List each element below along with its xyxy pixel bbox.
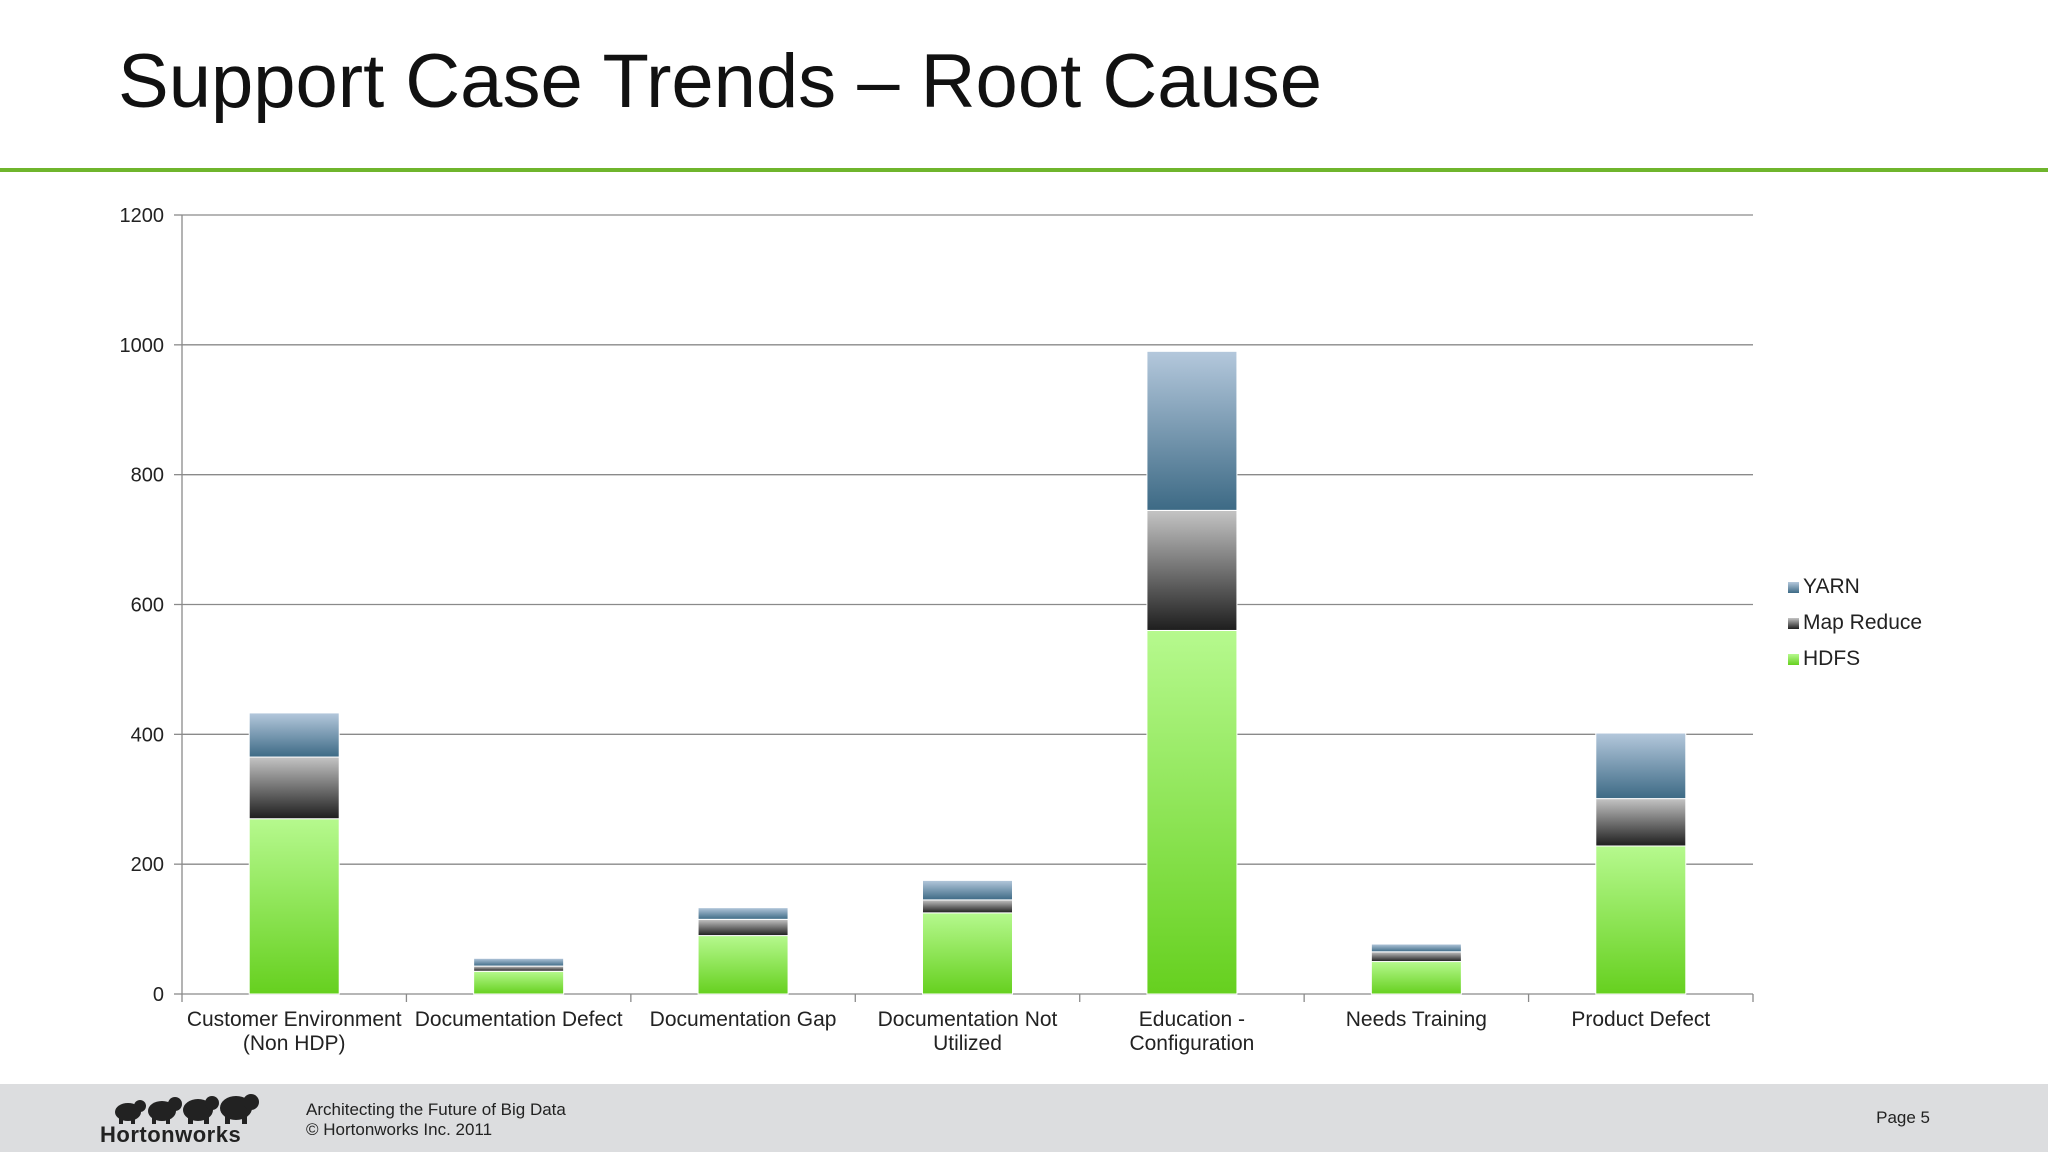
bar-yarn <box>922 879 1013 901</box>
bar-map-reduce <box>248 756 340 820</box>
legend-swatch-yarn <box>1788 582 1799 593</box>
bar-hdfs <box>922 912 1013 995</box>
bar-map-reduce <box>1370 951 1462 963</box>
y-tick-label: 800 <box>131 465 164 487</box>
bar-map-reduce <box>473 965 565 972</box>
bar-hdfs <box>697 935 789 995</box>
x-tick-label: Education -Configuration <box>1129 1008 1254 1055</box>
axis-labels: 0 200 400 600 800 1000 1200 Customer Environmen… <box>120 205 1711 1055</box>
bar-yarn <box>1146 350 1238 511</box>
footer: Hortonworks Architecting the Future of B… <box>0 1084 2048 1152</box>
bars <box>248 350 1687 995</box>
legend-swatch-map-reduce <box>1788 618 1799 629</box>
legend-label-map-reduce: Map Reduce <box>1803 611 1922 634</box>
slide-title: Support Case Trends – Root Cause <box>118 39 1323 124</box>
bar-yarn <box>697 907 789 920</box>
x-tick-label: Product Defect <box>1571 1008 1710 1031</box>
bar-map-reduce <box>1595 798 1687 847</box>
bar-hdfs <box>1146 629 1238 995</box>
y-tick-label: 0 <box>153 984 164 1006</box>
x-tick-label: Documentation Defect <box>415 1008 623 1031</box>
x-tick-label: Customer Environment (Non HDP) <box>187 1008 402 1055</box>
title-rule <box>0 168 2048 172</box>
bar-map-reduce <box>1146 509 1238 631</box>
legend: YARN Map Reduce HDFS <box>1788 575 1922 670</box>
y-tick-label: 200 <box>131 854 164 876</box>
bar-hdfs <box>473 970 565 995</box>
bar-hdfs <box>1370 961 1462 995</box>
elephants-icon <box>115 1094 259 1124</box>
bar-yarn <box>1370 943 1462 953</box>
bar-hdfs <box>248 818 340 995</box>
bar-yarn <box>1595 732 1687 800</box>
logo-text: Hortonworks <box>100 1122 242 1147</box>
x-tick-label: Documentation Not Utilized <box>878 1008 1058 1055</box>
bar-yarn <box>248 712 340 758</box>
bar-map-reduce <box>922 899 1013 914</box>
bar-yarn <box>473 957 565 967</box>
x-tick-label: Needs Training <box>1346 1008 1487 1031</box>
y-tick-label: 1000 <box>120 335 165 357</box>
y-tick-label: 1200 <box>120 205 165 227</box>
bar-map-reduce <box>697 918 789 937</box>
legend-swatch-hdfs <box>1788 654 1799 665</box>
page-number: Page 5 <box>1876 1108 1930 1127</box>
footer-copyright: © Hortonworks Inc. 2011 <box>306 1120 493 1139</box>
x-tick-label: Documentation Gap <box>650 1008 837 1031</box>
stacked-bar-chart: 0 200 400 600 800 1000 1200 Customer Environmen… <box>120 205 1923 1055</box>
legend-label-yarn: YARN <box>1803 575 1860 598</box>
hortonworks-logo: Hortonworks <box>100 1094 270 1147</box>
gridlines <box>182 214 1753 865</box>
bar-hdfs <box>1595 845 1687 995</box>
footer-tagline: Architecting the Future of Big Data <box>306 1100 566 1119</box>
y-tick-label: 400 <box>131 724 164 746</box>
y-tick-label: 600 <box>131 595 164 617</box>
legend-label-hdfs: HDFS <box>1803 647 1860 670</box>
